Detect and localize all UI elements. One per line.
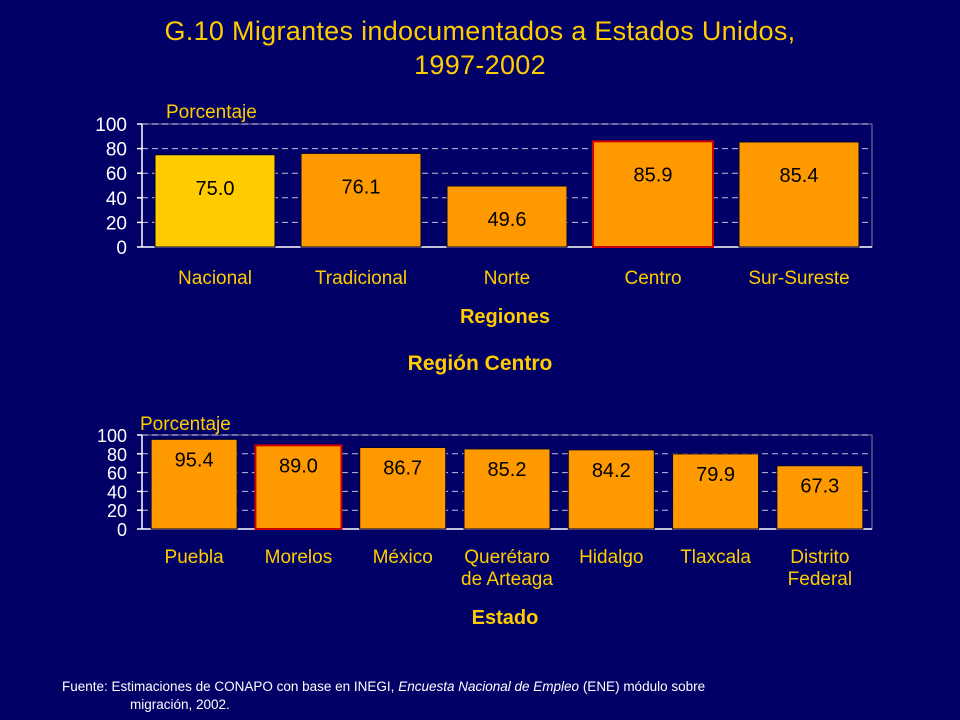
source-text-after: (ENE) módulo sobre: [582, 679, 706, 694]
y-tick-label: 60: [106, 164, 127, 185]
bar: [592, 140, 714, 248]
x-category-label: Norte: [484, 268, 530, 289]
x-category-label: Morelos: [265, 547, 333, 568]
y-tick-label: 40: [107, 482, 127, 502]
chart-title-line-1: G.10 Migrantes indocumentados a Estados …: [164, 16, 796, 46]
x-category-label: Querétaro: [464, 547, 550, 568]
x-axis-label: Regiones: [460, 306, 550, 328]
bar-value-label: 49.6: [488, 209, 527, 231]
bar: [776, 465, 864, 530]
source-line-2: migración, 2002.: [130, 697, 230, 712]
bar: [446, 185, 568, 248]
y-tick-label: 100: [97, 426, 127, 446]
y-tick-label: 0: [117, 520, 127, 540]
bar-value-label: 89.0: [279, 455, 318, 477]
y-tick-label: 80: [106, 140, 127, 161]
bar: [463, 448, 551, 530]
chart-title-line-2: 1997-2002: [414, 50, 546, 80]
x-category-label: México: [373, 547, 433, 568]
bar-value-label: 85.4: [780, 165, 819, 187]
bar: [300, 152, 422, 248]
bar: [254, 444, 343, 530]
source-publication: Encuesta Nacional de Empleo: [398, 679, 580, 694]
x-category-label: Centro: [624, 268, 681, 289]
bar: [672, 453, 760, 530]
bar-value-label: 85.9: [634, 164, 673, 186]
bar: [359, 447, 447, 530]
x-category-label: Tlaxcala: [680, 547, 751, 568]
x-category-label: Puebla: [165, 547, 225, 568]
source-note: Fuente: Estimaciones de CONAPO con base …: [62, 678, 898, 714]
y-tick-label: 80: [107, 445, 127, 465]
source-text: Estimaciones de CONAPO con base en INEGI…: [111, 679, 395, 694]
bar: [738, 141, 860, 248]
y-tick-label: 60: [107, 464, 127, 484]
bar: [154, 154, 276, 248]
x-category-label: Distrito: [790, 547, 849, 568]
y-tick-label: 20: [107, 501, 127, 521]
bar-value-label: 67.3: [800, 476, 839, 498]
bar: [150, 438, 238, 530]
y-tick-label: 40: [106, 189, 127, 210]
bar: [567, 449, 655, 530]
regions-bar-chart: 0 20 40 60 80 100 Porcentaje 75.0 Nacional 76.1 Tr…: [95, 102, 873, 328]
bar-value-label: 75.0: [196, 178, 235, 200]
x-category-label: Sur-Sureste: [748, 268, 849, 289]
y-axis-label: Porcentaje: [166, 102, 257, 123]
bar-value-label: 85.2: [488, 459, 527, 481]
bar-value-label: 79.9: [696, 464, 735, 486]
y-tick-label: 0: [116, 238, 127, 259]
y-axis-label: Porcentaje: [140, 414, 231, 435]
x-axis-label: Estado: [472, 607, 539, 629]
x-category-label: Federal: [788, 569, 852, 590]
bar-value-label: 86.7: [383, 458, 422, 480]
y-tick-label: 20: [106, 213, 127, 234]
source-label: Fuente:: [62, 679, 108, 694]
x-category-label: Nacional: [178, 268, 252, 289]
bar-value-label: 84.2: [592, 460, 631, 482]
x-category-label: Tradicional: [315, 268, 407, 289]
x-category-label: de Arteaga: [461, 569, 553, 590]
x-category-label: Hidalgo: [579, 547, 643, 568]
section-title: Región Centro: [407, 352, 553, 375]
bar-value-label: 95.4: [175, 449, 214, 471]
y-tick-label: 100: [95, 115, 127, 136]
chart-title: G.10 Migrantes indocumentados a Estados …: [0, 14, 960, 82]
bar-value-label: 76.1: [342, 176, 381, 198]
